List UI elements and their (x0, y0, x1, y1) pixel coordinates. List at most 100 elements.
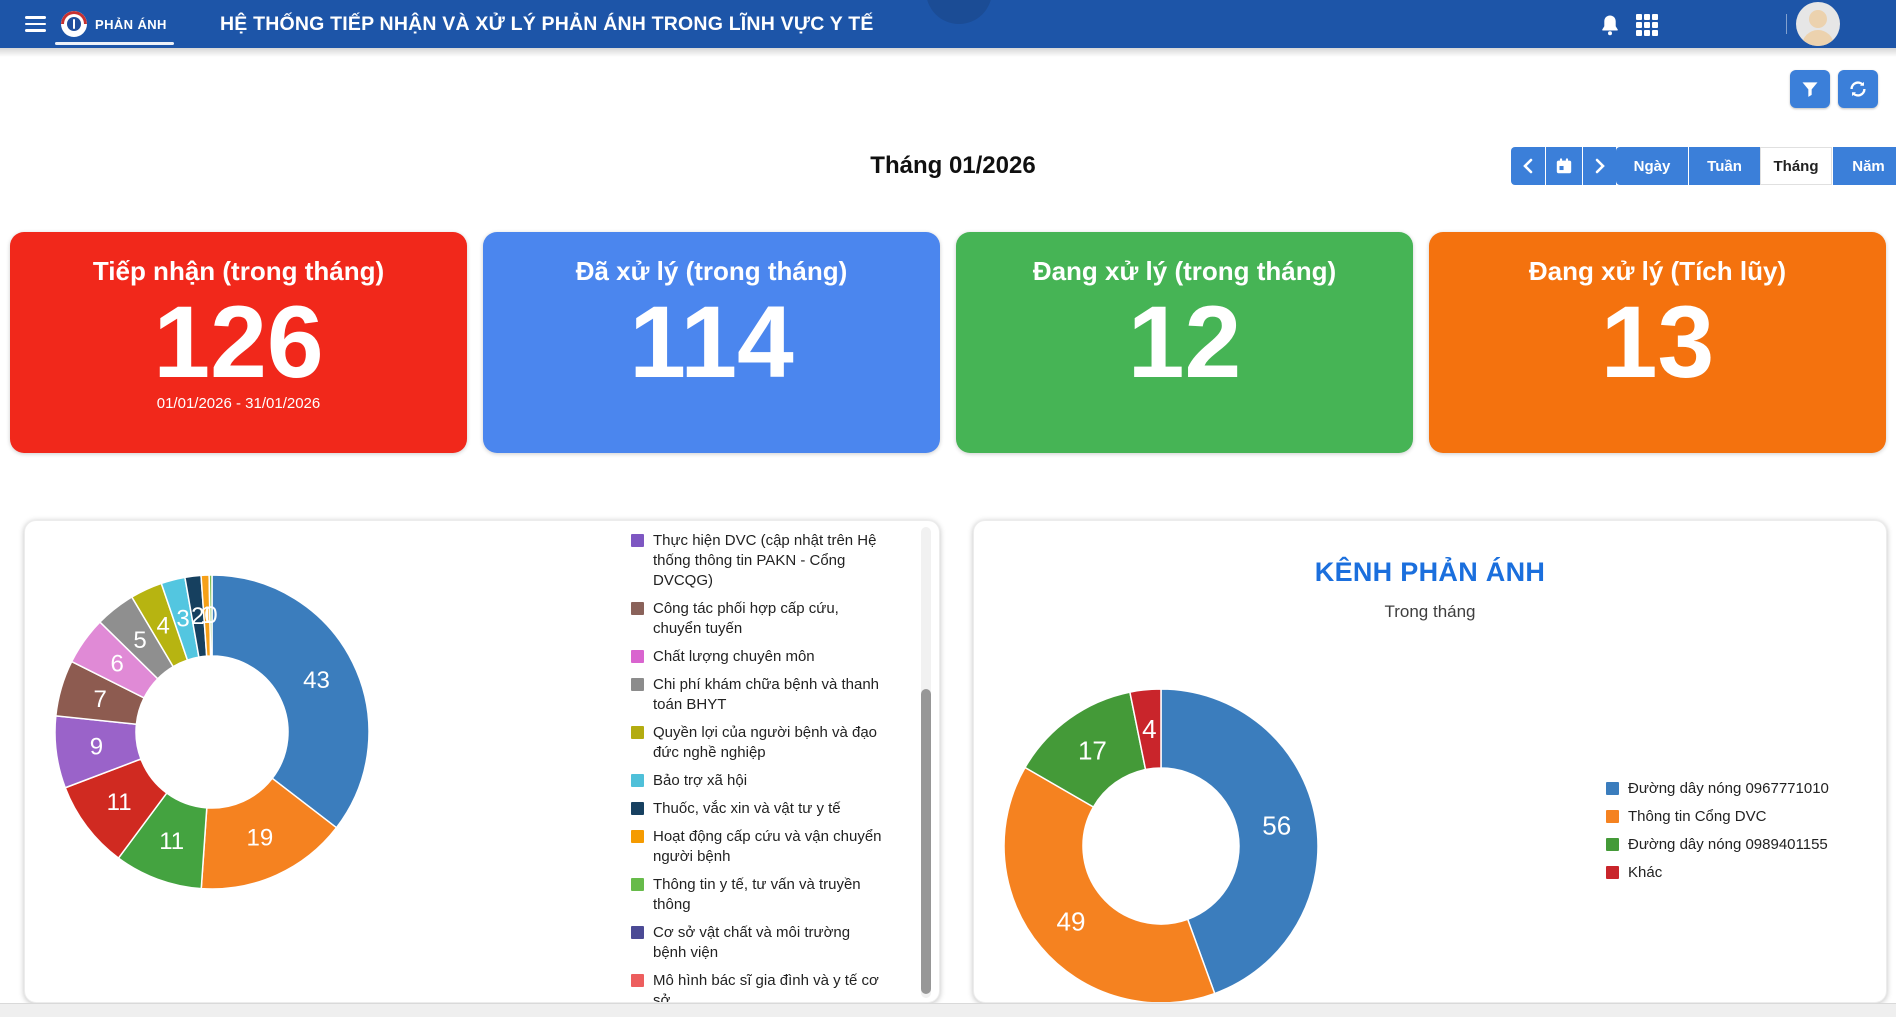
stat-card-value: 114 (629, 285, 794, 399)
legend-item[interactable]: Mô hình bác sĩ gia đình và y tế cơ sở (631, 971, 917, 1002)
calendar-icon (1556, 158, 1572, 174)
legend-item[interactable]: Đường dây nóng 0989401155 (1606, 835, 1829, 854)
legend-scrollbar-track[interactable] (921, 527, 931, 998)
apps-grid-icon[interactable] (1636, 14, 1658, 36)
legend-swatch (1606, 866, 1619, 879)
next-period-button[interactable] (1582, 147, 1616, 185)
legend-swatch (631, 726, 644, 739)
legend-swatch (1606, 782, 1619, 795)
view-switcher: Ngày Tuần Tháng Năm (1616, 147, 1896, 185)
app-brand[interactable]: PHẢN ÁNH (61, 0, 167, 48)
previous-period-button[interactable] (1511, 147, 1545, 185)
donut-slice-label: 1 (200, 602, 213, 629)
period-label: Tháng 01/2026 (870, 152, 1036, 179)
view-button-0[interactable]: Ngày (1616, 147, 1688, 185)
brand-label: PHẢN ÁNH (95, 16, 167, 32)
date-navigation: Ngày Tuần Tháng Năm (1511, 147, 1896, 185)
donut-slice-label: 11 (159, 828, 184, 855)
legend-swatch (1606, 810, 1619, 823)
donut-slice[interactable] (1129, 688, 1162, 771)
view-button-1[interactable]: Tuần (1688, 147, 1760, 185)
legend-label: Bảo trợ xã hội (653, 772, 748, 789)
legend-item[interactable]: Bảo trợ xã hội (631, 771, 917, 791)
legend-item[interactable]: Chi phí khám chữa bệnh và thanh toán BHY… (631, 675, 917, 715)
refresh-icon (1850, 81, 1866, 97)
stat-cards-row: Tiếp nhận (trong tháng) 126 01/01/2026 - 3… (10, 232, 1886, 453)
legend-label: Quyền lợi của người bệnh và đạo đức nghề… (653, 724, 878, 761)
filter-button[interactable] (1790, 70, 1830, 108)
donut-slice-label: 9 (90, 734, 103, 761)
legend-swatch (631, 974, 644, 987)
legend-item[interactable]: Hoạt động cấp cứu và vận chuyển người bệ… (631, 827, 917, 867)
view-button-2[interactable]: Tháng (1760, 147, 1832, 185)
donut-slice-label: 19 (247, 825, 274, 852)
donut-slice[interactable] (1003, 766, 1216, 1004)
donut-slice-label: 11 (107, 789, 132, 816)
stat-card-title: Đang xử lý (Tích lũy) (1528, 256, 1787, 286)
legend-scrollbar-thumb[interactable] (921, 689, 931, 994)
stat-card-value: 12 (1127, 285, 1242, 399)
navbar-divider (1786, 14, 1787, 34)
donut-slice-label: 49 (1057, 907, 1086, 937)
stat-card-title: Đã xử lý (trong tháng) (575, 256, 848, 286)
stat-card-title: Tiếp nhận (trong tháng) (92, 256, 385, 286)
legend-item[interactable]: Cơ sở vật chất và môi trường bệnh viện (631, 923, 917, 963)
view-button-3[interactable]: Năm (1832, 147, 1896, 185)
legend-item[interactable]: Thực hiện DVC (cập nhật trên Hệ thống th… (631, 531, 917, 591)
horizontal-scrollbar[interactable] (0, 1003, 1896, 1017)
channels-donut-chart[interactable]: 56 49 17 4 (996, 681, 1326, 1003)
donut-slice-label: 17 (1078, 736, 1107, 766)
stat-card-title: Đang xử lý (trong tháng) (1032, 256, 1337, 286)
left-chart-legend: Thực hiện DVC (cập nhật trên Hệ thống th… (631, 531, 917, 1002)
calendar-button[interactable] (1545, 147, 1582, 185)
legend-label: Khác (1628, 864, 1663, 881)
legend-item[interactable]: Công tác phối hợp cấp cứu, chuyển tuyến (631, 599, 917, 639)
channels-chart-card: KÊNH PHẢN ÁNH Trong tháng 56 49 17 4 Đường … (973, 520, 1887, 1003)
active-tab-indicator (55, 42, 174, 45)
legend-label: Công tác phối hợp cấp cứu, chuyển tuyến (653, 600, 839, 637)
legend-swatch (631, 878, 644, 891)
hamburger-menu-icon[interactable] (25, 16, 46, 32)
navbar: PHẢN ÁNH HỆ THỐNG TIẾP NHẬN VÀ XỬ LÝ PHẢ… (0, 0, 1896, 48)
legend-swatch (631, 534, 644, 547)
legend-item[interactable]: Thuốc, vắc xin và vật tư y tế (631, 799, 917, 819)
legend-item[interactable]: Thông tin y tế, tư vấn và truyền thông (631, 875, 917, 915)
donut-slice-label: 3 (176, 606, 189, 633)
stat-card: Đang xử lý (Tích lũy) 13 (1429, 232, 1886, 453)
topics-chart-card: 43 19 11 11 9 7 6 5 4 3 2 1 0 Thực hiện DVC (cập nhậ… (24, 520, 940, 1003)
legend-label: Đường dây nóng 0989401155 (1628, 836, 1828, 853)
right-chart-legend: Đường dây nóng 0967771010 Thông tin Cổng … (1606, 779, 1829, 891)
donut-slice[interactable] (211, 574, 370, 829)
navbar-decor-circle (926, 0, 992, 24)
legend-swatch (631, 774, 644, 787)
legend-item[interactable]: Thông tin Cổng DVC (1606, 807, 1829, 826)
refresh-button[interactable] (1838, 70, 1878, 108)
ministry-of-health-logo-icon (61, 11, 87, 37)
donut-slice-label: 4 (1142, 714, 1156, 744)
donut-slice-label: 2 (191, 603, 204, 630)
notifications-bell-icon[interactable] (1598, 13, 1622, 37)
user-avatar[interactable] (1796, 2, 1840, 46)
stat-card: Tiếp nhận (trong tháng) 126 01/01/2026 - 3… (10, 232, 467, 453)
legend-label: Đường dây nóng 0967771010 (1628, 780, 1829, 797)
donut-slice[interactable] (208, 574, 213, 657)
legend-swatch (631, 926, 644, 939)
channels-chart-subtitle: Trong tháng (1384, 602, 1476, 621)
legend-item[interactable]: Đường dây nóng 0967771010 (1606, 779, 1829, 798)
stat-card: Đã xử lý (trong tháng) 114 (483, 232, 940, 453)
donut-slice[interactable] (1160, 688, 1319, 995)
legend-swatch (631, 650, 644, 663)
legend-item[interactable]: Khác (1606, 863, 1829, 882)
legend-item[interactable]: Chất lượng chuyên môn (631, 647, 917, 667)
channels-chart-title: KÊNH PHẢN ÁNH (1314, 557, 1546, 587)
legend-swatch (631, 678, 644, 691)
legend-item[interactable]: Quyền lợi của người bệnh và đạo đức nghề… (631, 723, 917, 763)
donut-slice-label: 7 (93, 686, 106, 713)
legend-label: Cơ sở vật chất và môi trường bệnh viện (653, 924, 851, 961)
legend-label: Thông tin y tế, tư vấn và truyền thông (653, 876, 861, 913)
stat-card-value: 13 (1600, 285, 1715, 399)
stat-card-subtitle: 01/01/2026 - 31/01/2026 (156, 395, 321, 413)
legend-label: Hoạt động cấp cứu và vận chuyển người bệ… (653, 828, 882, 865)
donut-slice-label: 5 (133, 627, 146, 654)
